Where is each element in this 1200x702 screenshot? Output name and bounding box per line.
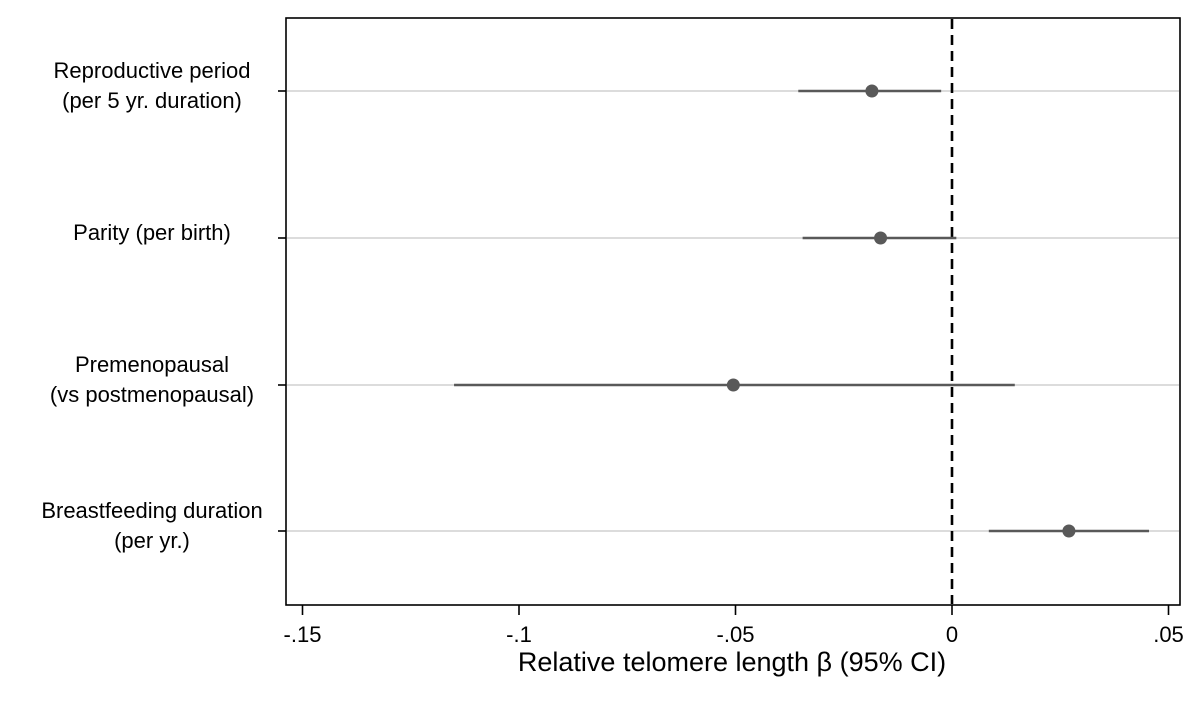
x-tick-label: -.1 bbox=[506, 622, 532, 647]
plot-frame bbox=[285, 17, 1181, 606]
row-label-line: Breastfeeding duration bbox=[41, 498, 262, 523]
x-tick-label: .05 bbox=[1153, 622, 1184, 647]
row-label-line: (per yr.) bbox=[114, 528, 190, 553]
x-tick-label: -.05 bbox=[717, 622, 755, 647]
row-label-line: Premenopausal bbox=[75, 352, 229, 377]
row-labels: Reproductive period (per 5 yr. duration) P… bbox=[41, 58, 262, 553]
point-estimates bbox=[726, 84, 1076, 538]
point-estimate bbox=[865, 84, 879, 98]
row-label-line: Reproductive period bbox=[54, 58, 251, 83]
row-label: Reproductive period (per 5 yr. duration) bbox=[54, 58, 251, 113]
x-tick-label: 0 bbox=[946, 622, 958, 647]
x-axis-title: Relative telomere length β (95% CI) bbox=[518, 647, 946, 677]
row-label-line: (vs postmenopausal) bbox=[50, 382, 254, 407]
row-label: Breastfeeding duration (per yr.) bbox=[41, 498, 262, 553]
x-axis: -.15 -.1 -.05 0 .05 bbox=[284, 605, 1184, 647]
point-estimate bbox=[726, 378, 740, 392]
row-label-line: Parity (per birth) bbox=[73, 220, 231, 245]
point-estimate bbox=[874, 231, 888, 245]
row-label-line: (per 5 yr. duration) bbox=[62, 88, 242, 113]
x-tick-label: -.15 bbox=[284, 622, 322, 647]
row-label: Premenopausal (vs postmenopausal) bbox=[50, 352, 254, 407]
row-label: Parity (per birth) bbox=[73, 220, 231, 245]
point-estimate bbox=[1062, 524, 1076, 538]
